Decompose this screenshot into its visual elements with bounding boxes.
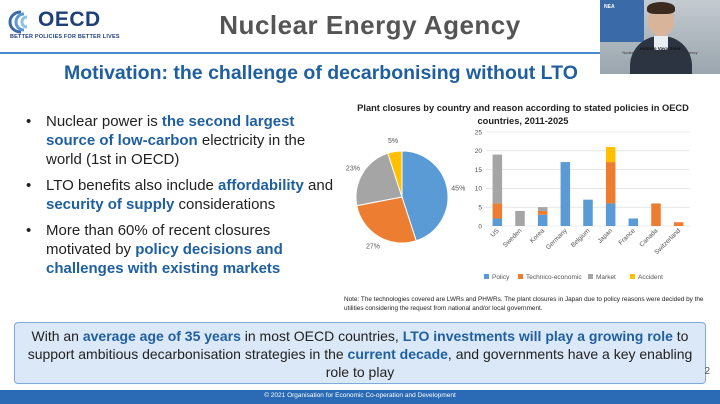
bullet-item: • More than 60% of recent closures motiva… bbox=[26, 221, 336, 278]
body-text: Nuclear power is bbox=[46, 113, 162, 130]
pie-slice bbox=[387, 150, 403, 198]
bar-segment bbox=[673, 222, 684, 226]
bar-segment bbox=[583, 199, 593, 226]
oecd-logo: OECD BETTER POLICIES FOR BETTER LIVES bbox=[8, 8, 158, 44]
y-tick-label: 0 bbox=[478, 223, 482, 230]
nea-badge: NEA bbox=[604, 4, 615, 10]
bullet-marker: • bbox=[26, 222, 32, 239]
highlighted-text: security of supply bbox=[46, 196, 175, 213]
bar-segment bbox=[492, 154, 503, 204]
pie-slice bbox=[355, 152, 403, 207]
agency-title: Nuclear Energy Agency bbox=[219, 10, 521, 40]
bar-segment bbox=[605, 162, 616, 204]
pie-slice bbox=[356, 196, 417, 244]
bar-segment bbox=[537, 214, 548, 226]
speaker-role: Nuclear Energy Analyst, Nuclear Energy A… bbox=[622, 51, 698, 55]
chart-title: Plant closures by country and reason acc… bbox=[357, 103, 689, 126]
y-tick-label: 20 bbox=[475, 148, 483, 155]
y-tick-label: 15 bbox=[475, 167, 483, 174]
bullet-marker: • bbox=[26, 113, 32, 130]
highlighted-text: policy decisions and challenges with exi… bbox=[46, 241, 283, 277]
footer-copyright: © 2021 Organisation for Economic Co-oper… bbox=[264, 392, 456, 399]
speaker-hair bbox=[647, 2, 675, 14]
bar-segment bbox=[651, 203, 661, 226]
y-tick-label: 10 bbox=[475, 186, 483, 193]
bullet-marker: • bbox=[26, 177, 32, 194]
legend-swatch bbox=[588, 274, 593, 279]
x-tick-label: Korea bbox=[529, 227, 546, 244]
bullet-item: • LTO benefits also include affordability… bbox=[26, 176, 336, 214]
body-text: More than 60% of recent closures motivat… bbox=[46, 222, 271, 258]
wall-poster: NEA bbox=[600, 0, 644, 42]
legend-swatch bbox=[630, 274, 635, 279]
bar-segment bbox=[605, 147, 616, 163]
bullet-list: • Nuclear power is the second largest sou… bbox=[26, 112, 336, 285]
body-text: electricity in the world (1st in OECD) bbox=[46, 132, 306, 168]
body-text: With an bbox=[31, 328, 83, 344]
legend-swatch bbox=[484, 274, 489, 279]
highlighted-text: LTO investments will play a growing role bbox=[402, 328, 673, 344]
pie-value-label: 27% bbox=[366, 244, 380, 251]
legend-label: Accident bbox=[638, 274, 663, 281]
bar-segment bbox=[492, 203, 503, 219]
x-tick-label: France bbox=[617, 227, 637, 247]
bar-segment bbox=[628, 218, 639, 226]
bar-segment bbox=[537, 210, 548, 215]
bullet-item: • Nuclear power is the second largest sou… bbox=[26, 112, 336, 169]
y-tick-label: 5 bbox=[478, 205, 482, 212]
legend-label: Market bbox=[596, 274, 616, 281]
legend-label: Policy bbox=[492, 274, 510, 281]
body-text: in most OECD countries, bbox=[240, 328, 403, 344]
speaker-nameplate: Antonio Vaya Soler Nuclear Energy Analys… bbox=[606, 46, 714, 55]
slide-footer: 2 © 2021 Organisation for Economic Co-op… bbox=[0, 366, 720, 404]
highlighted-text: the second largest source of low-carbon bbox=[46, 113, 295, 149]
body-text: considerations bbox=[174, 196, 276, 213]
body-text: to support ambitious decarbonisation str… bbox=[27, 328, 689, 362]
body-text: LTO benefits also include bbox=[46, 177, 219, 194]
slide-title: Motivation: the challenge of decarbonisi… bbox=[64, 62, 578, 84]
oecd-logo-icon bbox=[8, 10, 28, 34]
legend-swatch bbox=[518, 274, 523, 279]
bar-segment bbox=[605, 203, 616, 226]
page-number: 2 bbox=[704, 366, 710, 377]
speaker-name: Antonio Vaya Soler bbox=[639, 46, 681, 51]
body-text: and bbox=[303, 177, 334, 194]
bar-segment bbox=[537, 207, 548, 211]
y-tick-label: 25 bbox=[475, 129, 483, 136]
x-tick-label: Belgium bbox=[570, 227, 592, 249]
key-message-callout: With an average age of 35 years in most … bbox=[14, 322, 706, 384]
x-tick-label: Germany bbox=[545, 227, 569, 251]
speaker-collar bbox=[654, 36, 668, 50]
x-tick-label: US bbox=[489, 227, 501, 239]
header-divider bbox=[0, 52, 600, 54]
highlighted-text: current decade bbox=[347, 346, 448, 362]
logo-text: OECD bbox=[38, 8, 101, 31]
legend-label: Technico-economic bbox=[526, 274, 582, 281]
bar-segment bbox=[492, 218, 503, 226]
pie-value-label: 23% bbox=[346, 165, 360, 172]
pie-chart: 45% 27% 23% 5% bbox=[346, 138, 465, 251]
logo-tagline: BETTER POLICIES FOR BETTER LIVES bbox=[10, 34, 120, 40]
bar-segment bbox=[515, 210, 525, 226]
x-tick-label: Sweden bbox=[502, 227, 524, 249]
speaker-video-tile[interactable]: NEA Antonio Vaya Soler Nuclear Energy An… bbox=[600, 0, 720, 74]
highlighted-text: average age of 35 years bbox=[82, 328, 241, 344]
highlighted-text: affordability bbox=[218, 177, 304, 194]
pie-slice bbox=[401, 150, 449, 242]
bar-segment bbox=[560, 162, 571, 226]
chart-note: Note: The technologies covered are LWRs … bbox=[344, 296, 704, 312]
body-text: , and governments have a key enabling ro… bbox=[325, 346, 693, 380]
pie-value-label: 5% bbox=[388, 138, 398, 145]
pie-value-label: 45% bbox=[451, 186, 465, 193]
x-tick-label: Japan bbox=[597, 227, 615, 245]
x-tick-label: Canada bbox=[638, 227, 659, 248]
